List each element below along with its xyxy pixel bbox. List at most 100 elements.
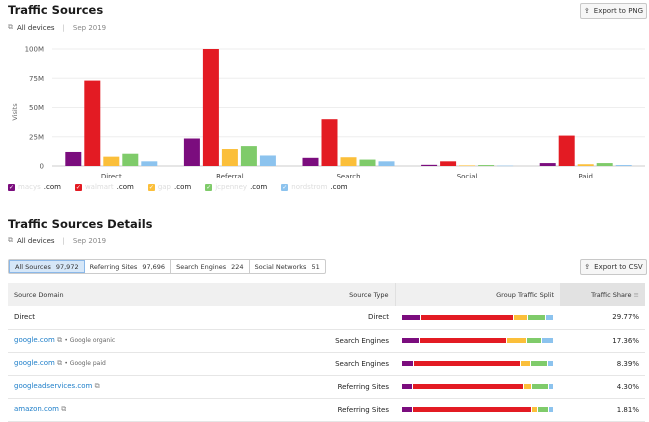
split-segment [412,407,532,412]
split-segment [545,314,554,320]
split-segment [414,361,521,366]
source-domain-cell: amazon.com ⧉ [8,398,285,422]
tab-label: Referring Sites [89,262,138,271]
split-segment [412,384,525,389]
traffic-split-cell [395,329,560,353]
traffic-split-cell [395,375,560,399]
external-link-icon[interactable]: ⧉ [57,336,63,344]
traffic-share: 17.36% [560,329,645,353]
legend-item[interactable]: ✓ jcpenney .com [205,183,267,191]
bar-walmart-search [321,119,338,166]
export-icon: ⇪ [584,263,591,271]
tab-referring-sites[interactable]: Referring Sites 97,696 [85,260,172,273]
source-domain-cell: google.com ⧉ • Google organic [8,329,285,353]
external-link-icon[interactable]: ⧉ [61,405,67,413]
bar-gap-paid [577,164,594,166]
bar-gap-referral [221,149,238,166]
bar-macys-social [421,164,438,166]
tab-search-engines[interactable]: Search Engines 224 [171,260,250,273]
source-type: Search Engines [285,352,395,376]
tab-label: All Sources [15,262,51,271]
bar-macys-search [302,157,319,166]
date-label: Sep 2019 [72,23,107,32]
checkbox-icon[interactable]: ✓ [281,183,289,191]
domain-link[interactable]: google.com [14,359,55,367]
table-row: amazon.com ⧉ Referring Sites 1.81% [8,398,645,422]
external-link-icon[interactable]: ⧉ [94,382,100,390]
legend-item[interactable]: ✓ nordstrom .com [281,183,348,191]
bar-jcpenney-direct [122,153,139,166]
divider: | [62,236,65,245]
tab-social-networks[interactable]: Social Networks 51 [250,260,325,273]
traffic-share: 1.81% [560,398,645,422]
bar-nordstrom-paid [615,165,632,166]
source-domain-cell: Direct [8,306,285,330]
table-row: googleadservices.com ⧉ Referring Sites 4.3… [8,375,645,399]
split-segment [541,338,554,343]
checkbox-icon[interactable]: ✓ [205,183,213,191]
bar-gap-social [459,165,476,166]
domain-link[interactable]: googleadservices.com [14,382,93,390]
legend-item[interactable]: ✓ gap .com [147,183,192,191]
traffic-sources-chart: 0 25M 50M 75M 100M Visits Direct Referral Search… [11,46,645,178]
split-segment [402,338,421,343]
legend-name-prefix: jcpenney [215,183,248,191]
legend-item[interactable]: ✓ walmart .com [74,183,134,191]
x-tick-label: Social [457,173,478,178]
bar-walmart-paid [558,135,575,166]
traffic-sources-title: Traffic Sources [8,3,104,17]
tab-all-sources[interactable]: All Sources 97,972 [9,260,85,273]
traffic-split-cell [395,398,560,422]
header-traffic-share[interactable]: Traffic Share ≡ [560,283,645,306]
external-link-icon[interactable]: ⧉ [57,359,63,367]
devices-filter[interactable]: All devices [17,23,55,32]
header-source-domain[interactable]: Source Domain [8,283,285,306]
export-png-button[interactable]: ⇪ Export to PNG [580,3,647,19]
bar-macys-referral [183,138,200,166]
export-csv-button[interactable]: ⇪ Export to CSV [580,259,647,275]
checkbox-icon[interactable]: ✓ [147,183,155,191]
bar-walmart-social [440,161,457,166]
split-segment [538,407,549,412]
domain-note: • Google organic [64,337,116,344]
devices-filter[interactable]: All devices [17,236,55,245]
bar-nordstrom-referral [259,155,276,166]
source-type: Search Engines [285,329,395,353]
legend-item[interactable]: ✓ macys .com [8,183,61,191]
table-row: google.com ⧉ • Google organic Search Engi… [8,329,645,353]
source-tabs: All Sources 97,972 Referring Sites 97,696 Se… [8,259,326,274]
table-row: google.com ⧉ • Google paid Search Engines… [8,352,645,376]
y-tick-label: 25M [29,133,44,141]
legend-name-suffix: .com [330,183,348,191]
x-tick-label: Referral [216,173,244,178]
x-tick-label: Paid [578,173,593,178]
header-source-type[interactable]: Source Type [285,283,396,306]
checkbox-icon[interactable]: ✓ [8,183,15,191]
legend-name-prefix: nordstrom [291,183,328,191]
devices-icon: ⧉ [8,23,13,31]
header-traffic-split[interactable]: Group Traffic Split [395,283,560,306]
domain-link[interactable]: amazon.com [14,405,59,413]
traffic-share: 8.39% [560,352,645,376]
legend-name-prefix: macys [18,183,41,191]
legend-name-suffix: .com [43,183,61,191]
bar-nordstrom-social [497,165,514,167]
bar-nordstrom-search [378,161,395,166]
sort-icon: ≡ [633,290,639,299]
split-segment [402,384,413,389]
source-domain-cell: google.com ⧉ • Google paid [8,352,285,376]
tab-count: 51 [311,262,320,271]
checkbox-icon[interactable]: ✓ [74,183,82,191]
legend-name-suffix: .com [174,183,192,191]
traffic-split-bar [402,361,554,366]
domain-link[interactable]: google.com [14,336,55,344]
table-row: Direct Direct 29.77% [8,306,645,330]
traffic-share: 29.77% [560,306,645,330]
legend-name-prefix: walmart [84,183,114,191]
split-segment [528,314,546,320]
y-tick-label: 75M [29,75,44,83]
traffic-split-bar [402,314,554,320]
tab-count: 224 [231,262,244,271]
bar-nordstrom-direct [141,161,158,166]
source-type: Referring Sites [285,398,395,422]
